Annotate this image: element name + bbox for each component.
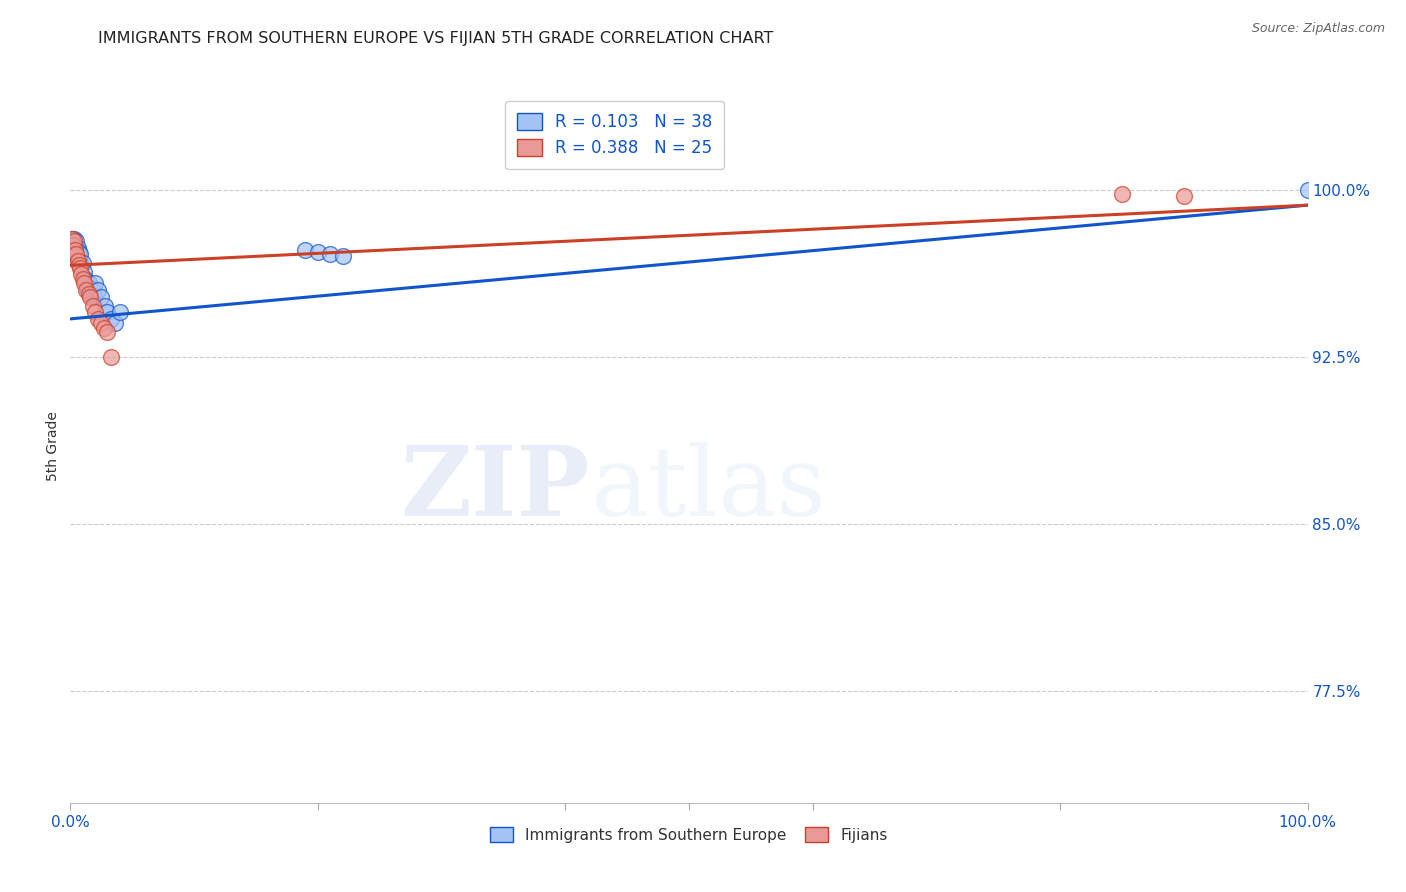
Point [77,287,100,301]
Text: ZIP: ZIP [401,442,591,536]
Point [76,283,98,297]
Point [67,258,90,272]
Point [67,253,90,268]
Point [66,253,89,268]
Point [63,247,86,261]
Point [69,260,91,275]
Point [66,240,89,254]
Legend: Immigrants from Southern Europe, Fijians: Immigrants from Southern Europe, Fijians [484,821,894,848]
Point [100,350,122,364]
Point [82,283,104,297]
Point [62,238,84,252]
Point [65,244,87,259]
Point [70,258,93,272]
Point [80,287,103,301]
Point [75,271,97,285]
Point [65,243,87,257]
Point [83,289,105,303]
Point [96,325,118,339]
Point [1296,182,1319,196]
Point [94,298,117,312]
Point [73,277,96,291]
Point [294,243,316,257]
Point [60,240,83,254]
Point [65,247,87,261]
Point [65,247,87,261]
Point [72,256,94,270]
Point [1173,189,1195,203]
Point [90,289,112,303]
Point [63,231,86,245]
Point [84,277,107,291]
Point [100,311,122,326]
Point [96,305,118,319]
Point [60,231,83,245]
Point [77,277,100,291]
Y-axis label: 5th Grade: 5th Grade [46,411,60,481]
Point [75,283,97,297]
Text: atlas: atlas [591,442,825,536]
Point [90,316,112,330]
Point [319,247,342,261]
Point [73,265,96,279]
Point [332,249,354,263]
Point [72,271,94,285]
Point [307,244,329,259]
Point [104,316,127,330]
Point [62,238,84,252]
Point [84,305,107,319]
Point [63,234,86,248]
Point [69,247,91,261]
Point [79,281,101,295]
Point [108,305,131,319]
Point [79,289,101,303]
Point [70,268,93,282]
Point [93,320,115,334]
Text: IMMIGRANTS FROM SOUTHERN EUROPE VS FIJIAN 5TH GRADE CORRELATION CHART: IMMIGRANTS FROM SOUTHERN EUROPE VS FIJIA… [98,31,773,46]
Point [60,231,83,245]
Point [62,244,84,259]
Point [1111,186,1133,201]
Point [67,244,90,259]
Point [60,244,83,259]
Point [65,234,87,248]
Point [65,238,87,252]
Point [63,238,86,252]
Point [63,247,86,261]
Text: Source: ZipAtlas.com: Source: ZipAtlas.com [1251,22,1385,36]
Point [86,283,108,297]
Point [86,311,108,326]
Point [82,298,104,312]
